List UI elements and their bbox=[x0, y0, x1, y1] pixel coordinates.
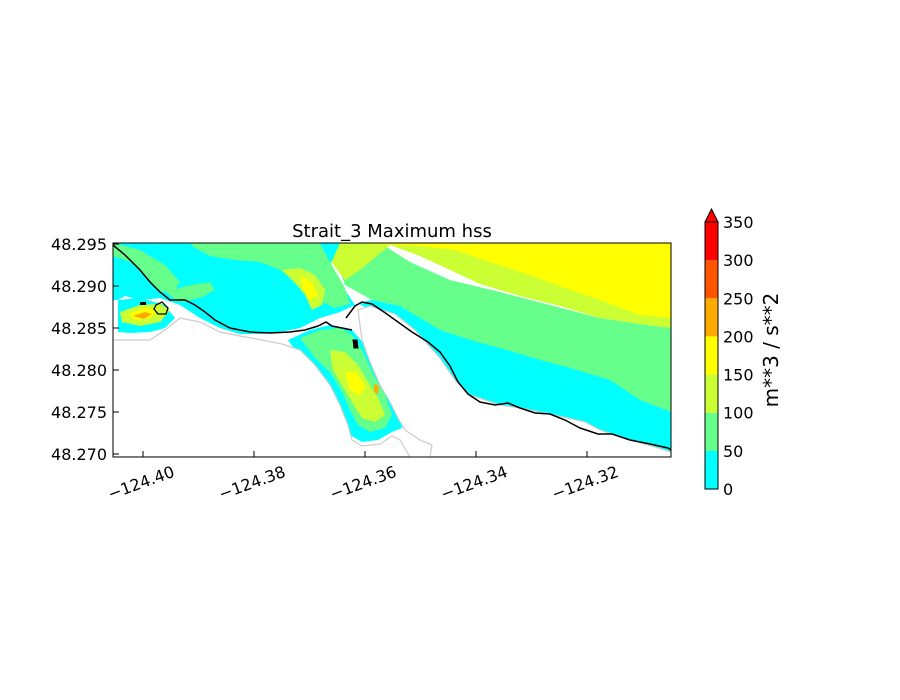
land-inlet-east bbox=[357, 305, 671, 457]
coastline-east bbox=[345, 301, 671, 451]
contour-band-50-100-east bbox=[330, 243, 671, 412]
colorbar-tick-label: 200 bbox=[723, 327, 754, 346]
x-tick-label: −124.38 bbox=[216, 462, 288, 504]
map-plot bbox=[113, 243, 671, 457]
colorbar: 0 50 100 150 200 250 300 350 bbox=[704, 207, 754, 499]
x-tick-label: −124.40 bbox=[105, 462, 177, 504]
colorbar-tick-label: 300 bbox=[723, 251, 754, 270]
y-tick-label: 48.290 bbox=[51, 277, 107, 296]
colorbar-segment bbox=[705, 298, 718, 337]
island-west bbox=[153, 301, 169, 315]
plot-frame bbox=[112, 242, 672, 458]
colorbar-tick-label: 50 bbox=[723, 442, 743, 461]
colorbar-extend-arrow bbox=[704, 207, 719, 223]
x-axis: −124.40 −124.38 −124.36 −124.34 −124.32 bbox=[105, 451, 621, 504]
y-tick-label: 48.280 bbox=[51, 361, 107, 380]
contour-band-150-200-inlet bbox=[345, 372, 365, 396]
contour-band-0-50-east bbox=[358, 300, 671, 452]
y-tick-label: 48.275 bbox=[51, 403, 107, 422]
colorbar-label: m**3 / s**2 bbox=[759, 293, 783, 408]
coastline-west bbox=[113, 244, 353, 334]
x-tick-label: −124.32 bbox=[549, 462, 621, 504]
colorbar-segment bbox=[705, 260, 718, 299]
colorbar-segment bbox=[705, 412, 718, 451]
y-tick-label: 48.295 bbox=[51, 235, 107, 254]
contour-band-200-250-hotspot bbox=[133, 312, 152, 319]
y-tick-label: 48.270 bbox=[51, 445, 107, 464]
land-south-west bbox=[113, 317, 411, 457]
contour-band-50-100-west-coast bbox=[165, 282, 215, 302]
map-title: Strait_3 Maximum hss bbox=[292, 221, 492, 242]
colorbar-segment bbox=[705, 222, 718, 261]
y-axis: 48.295 48.290 48.285 48.280 48.275 48.27… bbox=[51, 235, 119, 464]
colorbar-tick-label: 100 bbox=[723, 404, 754, 423]
colorbar-tick-label: 250 bbox=[723, 289, 754, 308]
colorbar-frame bbox=[704, 221, 719, 490]
colorbar-tick-label: 150 bbox=[723, 366, 754, 385]
contour-band-50-100-nw bbox=[113, 243, 180, 292]
x-tick-label: −124.34 bbox=[438, 462, 510, 504]
x-tick-label: −124.36 bbox=[327, 462, 399, 504]
colorbar-tick-label: 0 bbox=[723, 480, 733, 499]
colorbar-segment bbox=[705, 374, 718, 413]
contour-band-150-200-west-patch bbox=[300, 276, 318, 300]
colorbar-segment bbox=[705, 450, 718, 489]
contour-band-100-150-west bbox=[282, 268, 325, 310]
contour-band-200-250-inlet bbox=[374, 384, 379, 394]
islet-west bbox=[140, 302, 146, 305]
contour-band-150-200-east bbox=[355, 243, 671, 318]
colorbar-tick-label: 350 bbox=[723, 213, 754, 232]
colorbar-segment bbox=[705, 336, 718, 375]
islet-inlet bbox=[352, 339, 359, 349]
y-tick-label: 48.285 bbox=[51, 319, 107, 338]
